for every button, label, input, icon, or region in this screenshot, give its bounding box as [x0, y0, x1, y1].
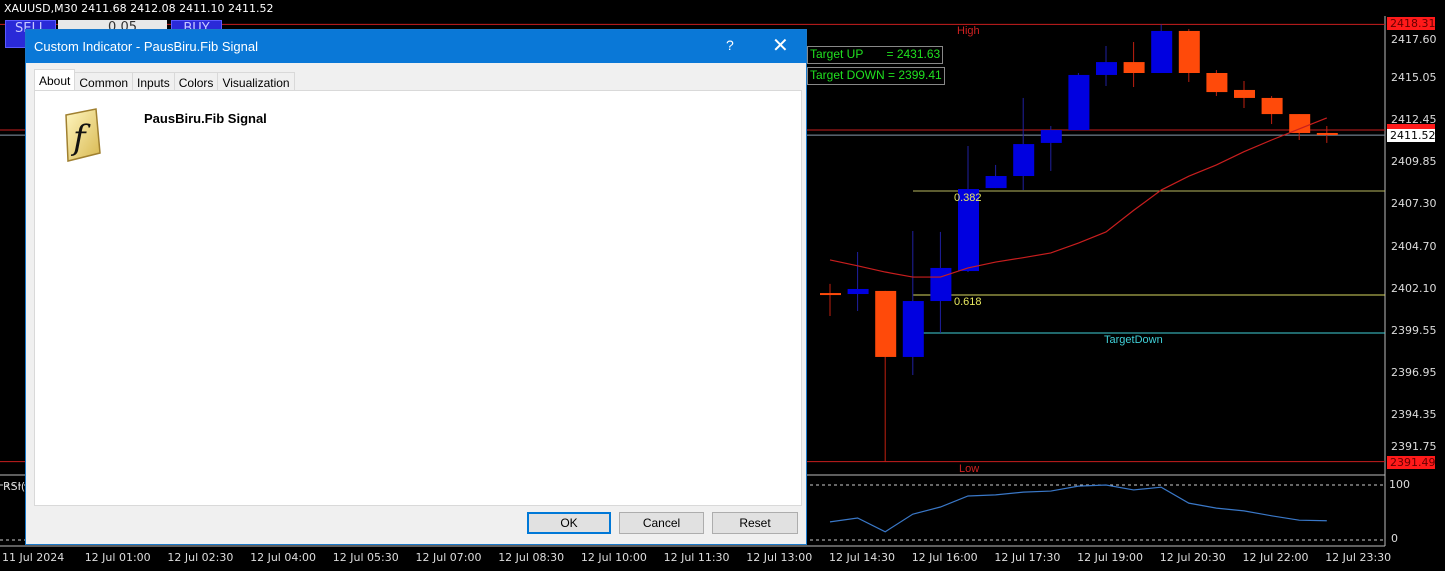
candle-body — [1151, 30, 1173, 74]
fib-382-label: 0.382 — [954, 192, 982, 204]
candle-body — [930, 267, 952, 302]
time-axis-label: 12 Jul 07:00 — [415, 551, 482, 564]
price-axis-label: 2394.35 — [1391, 407, 1437, 421]
candle-body — [1178, 30, 1200, 74]
rsi-line — [829, 484, 1327, 533]
price-axis-label: 2396.95 — [1391, 365, 1437, 379]
about-panel: f PausBiru.Fib Signal — [34, 90, 802, 506]
candle-body — [985, 176, 1007, 189]
price-axis-label: 2417.60 — [1391, 33, 1437, 46]
low-price-tag: 2391.49 — [1387, 456, 1436, 469]
high-price-tag: 2418.31 — [1387, 17, 1436, 30]
time-axis-label: 12 Jul 11:30 — [663, 551, 730, 564]
candle-body — [1040, 130, 1062, 143]
dialog-tabs: About Common Inputs Colors Visualization — [34, 69, 295, 93]
ok-button[interactable]: OK — [527, 512, 611, 534]
cancel-button[interactable]: Cancel — [619, 512, 704, 534]
candle-body — [1316, 132, 1338, 135]
price-axis-label: 2404.70 — [1391, 239, 1437, 253]
candle-body — [958, 189, 979, 272]
rsi-label: RSI( — [3, 480, 26, 493]
time-axis-label: 12 Jul 13:00 — [746, 551, 813, 564]
time-axis-label: 12 Jul 02:30 — [167, 551, 234, 564]
time-axis-label: 12 Jul 22:00 — [1242, 551, 1309, 564]
tab-colors[interactable]: Colors — [173, 72, 219, 93]
candle-body — [1234, 89, 1255, 98]
reset-button[interactable]: Reset — [712, 512, 798, 534]
price-axis-label: 2415.05 — [1391, 71, 1437, 85]
price-axis-label: 2407.30 — [1391, 197, 1437, 211]
candle-body — [1206, 73, 1228, 93]
candle-body — [1289, 114, 1311, 133]
rsi-axis-min: 0 — [1391, 532, 1398, 545]
candle-body — [875, 290, 897, 357]
target-down-label: TargetDown — [1104, 334, 1163, 346]
candle-body — [1123, 62, 1145, 74]
time-axis-label: 12 Jul 10:00 — [580, 551, 647, 564]
time-axis-label: 12 Jul 17:30 — [994, 551, 1061, 564]
time-axis-label: 12 Jul 20:30 — [1159, 551, 1226, 564]
tab-visualization[interactable]: Visualization — [217, 72, 295, 93]
help-button[interactable]: ? — [726, 37, 734, 53]
bid-price-tag: 2411.52 — [1387, 129, 1436, 142]
price-axis-label: 2402.10 — [1391, 281, 1437, 295]
price-axis-label: 2399.55 — [1391, 323, 1437, 337]
time-axis-label: 11 Jul 2024 — [2, 551, 65, 564]
time-axis-label: 12 Jul 14:30 — [829, 551, 895, 564]
rsi-axis-max: 100 — [1389, 478, 1410, 491]
time-axis-label: 12 Jul 16:00 — [911, 551, 978, 564]
time-axis-label: 12 Jul 04:00 — [250, 551, 317, 564]
price-axis-label: 2391.75 — [1391, 440, 1437, 453]
low-label: Low — [959, 463, 980, 475]
tab-common[interactable]: Common — [74, 72, 134, 93]
candle-body — [1068, 74, 1090, 131]
custom-indicator-dialog: Custom Indicator - PausBiru.Fib Signal ?… — [25, 29, 807, 545]
candle-body — [1013, 144, 1035, 177]
candle-body — [820, 293, 841, 296]
candle-body — [1261, 97, 1283, 115]
price-axis-label: 2409.85 — [1391, 155, 1437, 169]
indicator-function-icon: f — [65, 108, 101, 162]
candle-body — [1096, 62, 1117, 75]
red-line-price-tag — [1387, 124, 1435, 129]
price-axis-label: 2412.45 — [1391, 113, 1437, 127]
time-axis-label: 12 Jul 23:30 — [1325, 551, 1392, 564]
time-axis-label: 12 Jul 05:30 — [332, 551, 399, 564]
candle-body — [847, 288, 869, 295]
time-axis-label: 12 Jul 01:00 — [84, 551, 151, 564]
dialog-titlebar[interactable]: Custom Indicator - PausBiru.Fib Signal ?… — [26, 30, 806, 63]
time-axis-label: 12 Jul 08:30 — [498, 551, 565, 564]
dialog-title: Custom Indicator - PausBiru.Fib Signal — [34, 39, 258, 54]
high-label: High — [957, 25, 980, 37]
symbol-info: XAUUSD,M30 2411.68 2412.08 2411.10 2411.… — [4, 2, 274, 15]
candle-body — [902, 301, 924, 357]
target-down-box: Target DOWN = 2399.41 — [807, 67, 945, 85]
indicator-name: PausBiru.Fib Signal — [144, 111, 267, 126]
time-axis-label: 12 Jul 19:00 — [1077, 551, 1144, 564]
tab-about[interactable]: About — [34, 69, 76, 93]
moving-average-line — [829, 117, 1328, 278]
target-up-box: Target UP = 2431.63 — [807, 46, 944, 64]
fib-618-label: 0.618 — [954, 296, 982, 308]
close-button[interactable]: ✕ — [772, 35, 789, 57]
